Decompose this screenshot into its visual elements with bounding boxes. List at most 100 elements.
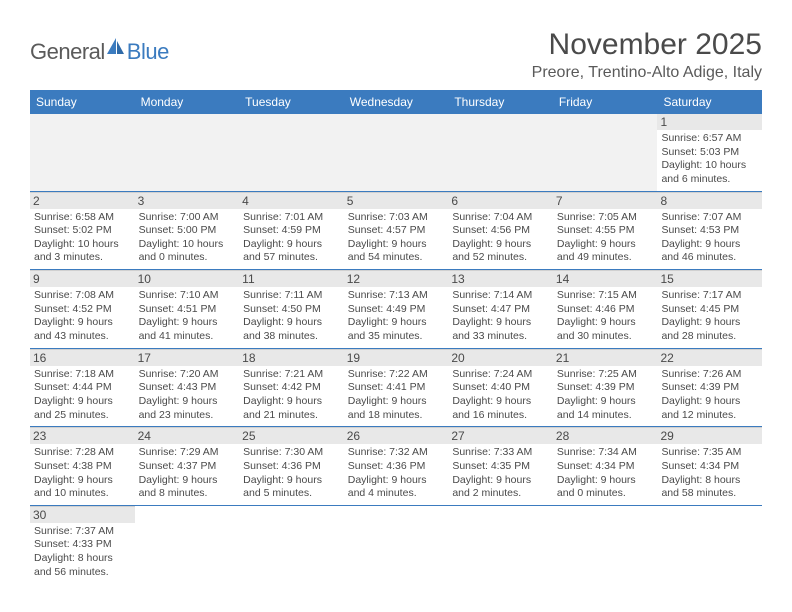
day-cell: 16Sunrise: 7:18 AMSunset: 4:44 PMDayligh… bbox=[30, 349, 135, 427]
day-number: 11 bbox=[239, 271, 344, 287]
empty-day-cell bbox=[30, 114, 135, 191]
day-number: 29 bbox=[657, 428, 762, 444]
day-info-line: and 33 minutes. bbox=[452, 330, 549, 344]
day-info-line: Sunrise: 7:25 AM bbox=[557, 368, 654, 382]
day-info-line: Sunrise: 7:37 AM bbox=[34, 525, 131, 539]
day-cell: 26Sunrise: 7:32 AMSunset: 4:36 PMDayligh… bbox=[344, 427, 449, 505]
day-number: 16 bbox=[30, 350, 135, 366]
day-info-line: Daylight: 8 hours bbox=[34, 552, 131, 566]
day-info-line: Sunrise: 7:30 AM bbox=[243, 446, 340, 460]
day-number: 18 bbox=[239, 350, 344, 366]
empty-day-cell bbox=[553, 114, 658, 191]
day-info-line: Sunset: 4:36 PM bbox=[243, 460, 340, 474]
day-info-line: Sunrise: 7:32 AM bbox=[348, 446, 445, 460]
weekday-header-row: SundayMondayTuesdayWednesdayThursdayFrid… bbox=[30, 90, 762, 114]
day-cell: 18Sunrise: 7:21 AMSunset: 4:42 PMDayligh… bbox=[239, 349, 344, 427]
day-info-line: Sunset: 4:52 PM bbox=[34, 303, 131, 317]
day-info-line: Sunset: 4:51 PM bbox=[139, 303, 236, 317]
day-number: 24 bbox=[135, 428, 240, 444]
day-info-line: Sunset: 4:38 PM bbox=[34, 460, 131, 474]
day-info-line: Sunset: 4:46 PM bbox=[557, 303, 654, 317]
week-row: 9Sunrise: 7:08 AMSunset: 4:52 PMDaylight… bbox=[30, 270, 762, 349]
day-info-line: Daylight: 10 hours bbox=[139, 238, 236, 252]
day-info-line: Sunrise: 7:00 AM bbox=[139, 211, 236, 225]
day-info-line: Daylight: 9 hours bbox=[34, 395, 131, 409]
day-number: 14 bbox=[553, 271, 658, 287]
day-info-line: Sunset: 4:56 PM bbox=[452, 224, 549, 238]
week-row: 2Sunrise: 6:58 AMSunset: 5:02 PMDaylight… bbox=[30, 192, 762, 271]
title-block: November 2025 Preore, Trentino-Alto Adig… bbox=[532, 28, 762, 82]
weekday-header: Saturday bbox=[657, 90, 762, 114]
day-info-line: and 4 minutes. bbox=[348, 487, 445, 501]
day-info-line: Sunset: 4:37 PM bbox=[139, 460, 236, 474]
day-info-line: Sunset: 4:40 PM bbox=[452, 381, 549, 395]
day-cell: 13Sunrise: 7:14 AMSunset: 4:47 PMDayligh… bbox=[448, 270, 553, 348]
day-info-line: Sunrise: 7:35 AM bbox=[661, 446, 758, 460]
empty-day-cell bbox=[239, 506, 344, 584]
day-number: 22 bbox=[657, 350, 762, 366]
day-info-line: Daylight: 9 hours bbox=[452, 316, 549, 330]
day-info-line: and 30 minutes. bbox=[557, 330, 654, 344]
day-cell: 23 Sunrise: 7:28 AMSunset: 4:38 PMDayligh… bbox=[30, 427, 135, 505]
week-row: 16Sunrise: 7:18 AMSunset: 4:44 PMDayligh… bbox=[30, 349, 762, 428]
day-info-line: Daylight: 9 hours bbox=[243, 238, 340, 252]
day-info-line: and 28 minutes. bbox=[661, 330, 758, 344]
day-info-line: Daylight: 9 hours bbox=[348, 474, 445, 488]
day-info-line: and 35 minutes. bbox=[348, 330, 445, 344]
empty-day-cell bbox=[344, 114, 449, 191]
day-info-line: and 18 minutes. bbox=[348, 409, 445, 423]
day-info-line: and 16 minutes. bbox=[452, 409, 549, 423]
empty-day-cell bbox=[553, 506, 658, 584]
day-cell: 29Sunrise: 7:35 AMSunset: 4:34 PMDayligh… bbox=[657, 427, 762, 505]
day-info-line: and 49 minutes. bbox=[557, 251, 654, 265]
day-info-line: Sunrise: 7:13 AM bbox=[348, 289, 445, 303]
day-cell: 24Sunrise: 7:29 AMSunset: 4:37 PMDayligh… bbox=[135, 427, 240, 505]
day-info-line: Sunset: 4:34 PM bbox=[661, 460, 758, 474]
day-info-line: Daylight: 9 hours bbox=[243, 395, 340, 409]
day-info-line: Sunset: 4:44 PM bbox=[34, 381, 131, 395]
day-info-line: Sunrise: 7:28 AM bbox=[34, 446, 131, 460]
day-info-line: Daylight: 9 hours bbox=[557, 474, 654, 488]
day-info-line: Daylight: 9 hours bbox=[452, 474, 549, 488]
day-info-line: Sunset: 4:49 PM bbox=[348, 303, 445, 317]
day-info-line: and 43 minutes. bbox=[34, 330, 131, 344]
day-number: 3 bbox=[135, 193, 240, 209]
day-info-line: Sunrise: 6:57 AM bbox=[661, 132, 758, 146]
day-info-line: Sunrise: 7:01 AM bbox=[243, 211, 340, 225]
day-number: 2 bbox=[30, 193, 135, 209]
empty-day-cell bbox=[448, 506, 553, 584]
day-cell: 20Sunrise: 7:24 AMSunset: 4:40 PMDayligh… bbox=[448, 349, 553, 427]
weekday-header: Thursday bbox=[448, 90, 553, 114]
day-cell: 3Sunrise: 7:00 AMSunset: 5:00 PMDaylight… bbox=[135, 192, 240, 270]
week-row: 23Sunrise: 7:28 AMSunset: 4:38 PMDayligh… bbox=[30, 427, 762, 506]
day-info-line: Daylight: 9 hours bbox=[243, 474, 340, 488]
empty-day-cell bbox=[657, 506, 762, 584]
day-info-line: and 23 minutes. bbox=[139, 409, 236, 423]
day-cell: 21Sunrise: 7:25 AMSunset: 4:39 PMDayligh… bbox=[553, 349, 658, 427]
day-info-line: Sunset: 4:55 PM bbox=[557, 224, 654, 238]
day-info-line: Sunrise: 7:24 AM bbox=[452, 368, 549, 382]
day-info-line: Sunset: 4:45 PM bbox=[661, 303, 758, 317]
day-number: 12 bbox=[344, 271, 449, 287]
calendar-grid: SundayMondayTuesdayWednesdayThursdayFrid… bbox=[30, 90, 762, 583]
day-info-line: Sunset: 4:43 PM bbox=[139, 381, 236, 395]
day-info-line: Daylight: 9 hours bbox=[452, 238, 549, 252]
day-info-line: Daylight: 9 hours bbox=[34, 474, 131, 488]
day-number: 23 bbox=[30, 428, 135, 444]
day-info-line: Daylight: 9 hours bbox=[557, 316, 654, 330]
day-info-line: Sunrise: 7:04 AM bbox=[452, 211, 549, 225]
day-info-line: Sunrise: 7:15 AM bbox=[557, 289, 654, 303]
day-number: 13 bbox=[448, 271, 553, 287]
day-info-line: Sunset: 4:41 PM bbox=[348, 381, 445, 395]
day-info-line: and 12 minutes. bbox=[661, 409, 758, 423]
day-info-line: and 25 minutes. bbox=[34, 409, 131, 423]
day-info-line: Daylight: 10 hours bbox=[34, 238, 131, 252]
day-info-line: Sunset: 4:34 PM bbox=[557, 460, 654, 474]
day-cell: 27Sunrise: 7:33 AMSunset: 4:35 PMDayligh… bbox=[448, 427, 553, 505]
week-row: 1Sunrise: 6:57 AMSunset: 5:03 PMDaylight… bbox=[30, 114, 762, 192]
calendar-page: General Blue November 2025 Preore, Trent… bbox=[0, 0, 792, 603]
day-number: 8 bbox=[657, 193, 762, 209]
day-info-line: and 0 minutes. bbox=[139, 251, 236, 265]
day-info-line: and 21 minutes. bbox=[243, 409, 340, 423]
day-info-line: and 0 minutes. bbox=[557, 487, 654, 501]
